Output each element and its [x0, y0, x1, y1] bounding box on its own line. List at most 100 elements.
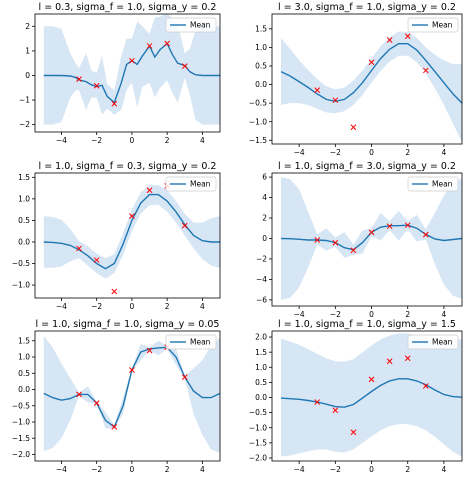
x-tick-label: −2 — [330, 310, 341, 319]
y-tick-label: −0.5 — [12, 259, 30, 268]
observation-marker — [76, 245, 82, 252]
subplot-6: −4 −2 0 2 4 −2.0 −1.5 −1.0 −0.5 0.0 0.5 1.0 1.5 2.0 l … — [249, 319, 463, 474]
legend-box — [407, 176, 459, 192]
legend: Mean — [407, 17, 459, 33]
subplot-3: −4 −2 0 2 4 −1.0 −0.5 0.0 0.5 1.0 1.5 l = 1.0, sigm… — [12, 161, 221, 311]
observation-marker — [164, 40, 170, 47]
legend-box — [407, 17, 459, 33]
observation-marker — [111, 288, 118, 295]
axes-frame — [34, 13, 221, 133]
y-tick-label: 0.5 — [18, 216, 30, 225]
y-tick-label: 0.5 — [255, 62, 267, 71]
y-tick-label: −1.0 — [249, 423, 267, 432]
x-tick-label: 4 — [200, 136, 205, 145]
legend-box — [165, 176, 217, 192]
observation-marker — [93, 257, 100, 263]
legend-label: Mean — [190, 21, 211, 30]
observation-marker — [146, 43, 153, 49]
y-tick-label: −1.5 — [249, 136, 267, 145]
plot-area — [43, 335, 220, 453]
plot-area — [280, 333, 462, 457]
legend-label: Mean — [190, 338, 211, 347]
x-tick-label: 2 — [405, 310, 410, 319]
subplot-title: l = 1.0, sigma_f = 0.3, sigma_y = 0.2 — [39, 161, 217, 172]
observation-marker — [332, 239, 339, 246]
legend-label: Mean — [190, 180, 211, 189]
y-tick-label: 6 — [262, 173, 267, 182]
observation-marker — [314, 237, 321, 243]
y-tick-label: 0 — [262, 234, 267, 243]
legend-label: Mean — [432, 180, 453, 189]
x-tick-label: −2 — [91, 465, 102, 474]
y-tick-label: 0.5 — [18, 369, 30, 378]
y-tick-label: 1.5 — [255, 24, 267, 33]
observation-marker — [404, 222, 411, 229]
mean-line — [280, 378, 462, 408]
observation-marker — [314, 87, 321, 93]
observation-marker — [93, 82, 100, 89]
observation-marker — [422, 383, 429, 389]
x-tick-label: 2 — [405, 148, 410, 157]
observation-marker — [350, 124, 357, 131]
y-tick-label: −2.0 — [249, 454, 267, 463]
y-tick-label: −1.0 — [12, 418, 30, 427]
legend-box — [407, 334, 459, 350]
legend: Mean — [407, 334, 459, 350]
y-tick-label: −1.0 — [12, 281, 30, 290]
observation-marker — [368, 229, 375, 236]
y-tick-label: 1.5 — [18, 173, 30, 182]
observation-marker — [350, 429, 357, 436]
x-tick-label: 0 — [130, 136, 135, 145]
x-tick-label: 0 — [369, 148, 374, 157]
observation-marker — [314, 399, 321, 405]
x-tick-label: −4 — [294, 310, 305, 319]
y-tick-label: 2.0 — [255, 333, 267, 342]
legend-label: Mean — [432, 338, 453, 347]
y-tick-label: 1.0 — [18, 353, 30, 362]
y-tick-label: 1.5 — [18, 336, 30, 345]
y-tick-label: −2 — [256, 255, 267, 264]
y-tick-label: 0.0 — [255, 80, 267, 89]
observation-marker — [422, 67, 429, 74]
observation-marker — [76, 391, 82, 398]
y-tick-label: 0 — [25, 71, 30, 80]
plot-area — [43, 14, 220, 125]
observation-marker — [129, 367, 135, 373]
y-tick-label: −1.5 — [249, 438, 267, 447]
axes-frame — [34, 330, 221, 462]
confidence-band — [281, 31, 462, 143]
y-tick-label: −2.0 — [12, 450, 30, 459]
plot-area — [43, 183, 220, 295]
subplot-title: l = 3.0, sigma_f = 1.0, sigma_y = 0.2 — [278, 2, 456, 13]
y-tick-label: −0.5 — [249, 408, 267, 417]
x-tick-label: 2 — [405, 465, 410, 474]
x-tick-label: −4 — [294, 148, 305, 157]
legend: Mean — [165, 17, 217, 33]
axes-frame — [34, 172, 221, 299]
axes-frame — [271, 330, 463, 462]
subplot-title: l = 1.0, sigma_f = 1.0, sigma_y = 0.05 — [36, 319, 220, 330]
subplot-5: −4 −2 0 2 4 −2.0 −1.5 −1.0 −0.5 0.0 0.5 1.0 1.5 l = 1… — [12, 319, 221, 474]
x-tick-label: 4 — [200, 465, 205, 474]
x-tick-label: 2 — [165, 465, 170, 474]
x-tick-label: −2 — [330, 148, 341, 157]
observation-marker — [129, 57, 135, 64]
mean-line — [43, 193, 220, 270]
y-tick-label: 1.0 — [255, 43, 267, 52]
confidence-band — [281, 177, 462, 300]
y-tick-label: 0.0 — [18, 238, 30, 247]
x-tick-label: −2 — [91, 136, 102, 145]
x-tick-label: 0 — [369, 310, 374, 319]
x-tick-label: 4 — [442, 310, 447, 319]
subplot-title: l = 1.0, sigma_f = 1.0, sigma_y = 1.5 — [278, 319, 456, 330]
x-tick-label: −2 — [91, 302, 102, 311]
observation-marker — [386, 358, 393, 365]
x-tick-label: −4 — [56, 302, 67, 311]
observation-marker — [332, 407, 339, 414]
observation-marker — [422, 231, 429, 238]
axes-frame — [271, 13, 463, 145]
legend-box — [165, 17, 217, 33]
subplot-title: l = 1.0, sigma_f = 3.0, sigma_y = 0.2 — [278, 161, 456, 172]
observation-marker — [76, 76, 82, 82]
